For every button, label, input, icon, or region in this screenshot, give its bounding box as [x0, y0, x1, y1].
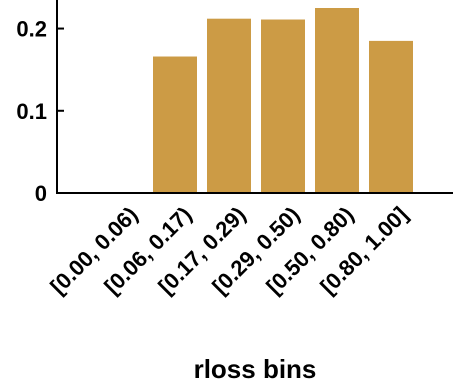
bar-3 [207, 18, 251, 193]
y-ticks: 0 0.1 0.2 [16, 17, 64, 206]
y-tick-label: 0.1 [16, 99, 47, 124]
bar-6 [369, 40, 413, 194]
axes [56, 0, 453, 194]
x-axis-label: rloss bins [194, 354, 317, 384]
y-tick-label: 0 [35, 181, 47, 206]
x-tick-labels: [0.00, 0.06)[0.06, 0.17)[0.17, 0.29)[0.2… [45, 202, 412, 299]
bar-5 [315, 8, 359, 193]
bar-4 [261, 19, 305, 194]
bar-2 [153, 56, 197, 194]
bars [153, 8, 413, 194]
y-tick-label: 0.2 [16, 17, 47, 42]
